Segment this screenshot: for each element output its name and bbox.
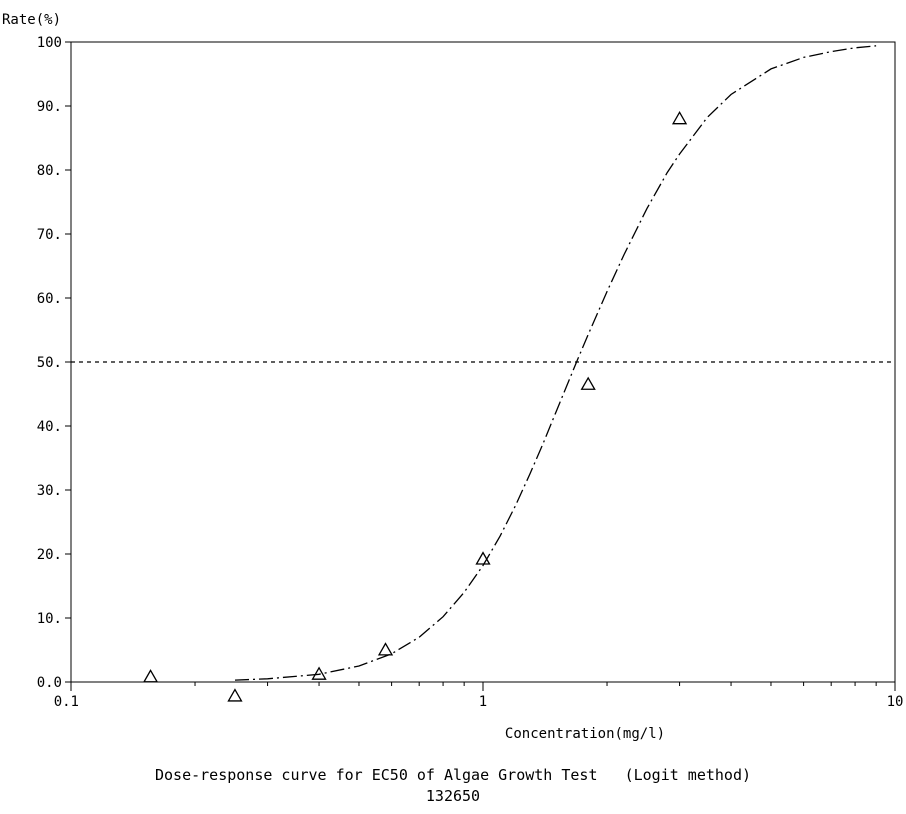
y-tick-label: 0.0 <box>37 675 62 691</box>
data-point <box>377 642 394 656</box>
dose-response-curve <box>234 45 877 681</box>
x-tick-label: 0.1 <box>54 694 79 710</box>
y-tick-label: 70. <box>37 227 62 243</box>
y-tick-label: 20. <box>37 547 62 563</box>
chart-title: Dose-response curve for EC50 of Algae Gr… <box>154 766 752 784</box>
y-tick-label: 90. <box>37 99 62 115</box>
y-tick-label: 60. <box>37 291 62 307</box>
x-tick-label: 10 <box>887 694 904 710</box>
y-tick-label: 100 <box>37 35 62 51</box>
y-tick-label: 80. <box>37 163 62 179</box>
data-point <box>475 551 491 565</box>
y-tick-label: 40. <box>37 419 62 435</box>
y-tick-label: 10. <box>37 611 62 627</box>
y-axis: 0.0 10. 20. 30. 40. 50. 60. 70. 80. 90. 100 <box>37 35 71 691</box>
chart-subtitle: 132650 <box>425 787 481 805</box>
data-point <box>227 688 243 702</box>
data-point <box>671 110 688 125</box>
y-tick-label: 30. <box>37 483 62 499</box>
y-axis-label: Rate(%) <box>2 12 61 28</box>
data-point <box>580 376 596 390</box>
data-points <box>142 110 688 702</box>
x-tick-label: 1 <box>479 694 487 710</box>
data-point <box>142 669 159 683</box>
y-tick-label: 50. <box>37 355 62 371</box>
data-point <box>311 666 327 680</box>
x-axis: 0.1 1 10 <box>54 682 904 710</box>
x-axis-label: Concentration(mg/l) <box>505 726 665 742</box>
